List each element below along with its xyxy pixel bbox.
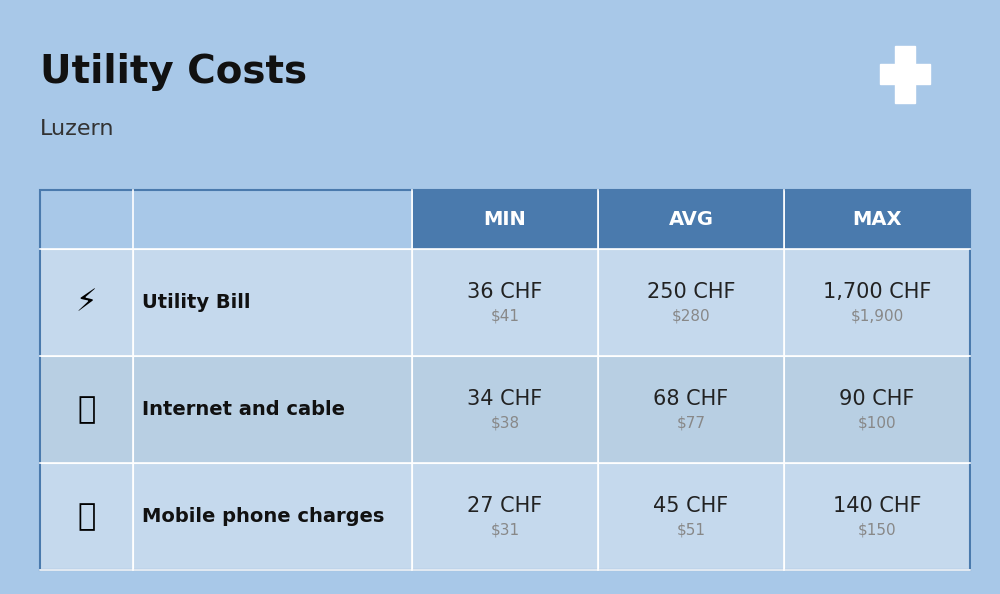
Text: Internet and cable: Internet and cable <box>142 400 345 419</box>
Text: $1,900: $1,900 <box>850 308 904 324</box>
Text: $31: $31 <box>490 522 520 538</box>
Text: 27 CHF: 27 CHF <box>467 496 543 516</box>
Text: ⚡: ⚡ <box>76 289 97 317</box>
Text: 34 CHF: 34 CHF <box>467 389 543 409</box>
Text: 90 CHF: 90 CHF <box>839 389 915 409</box>
Text: $51: $51 <box>676 522 705 538</box>
Text: 📶: 📶 <box>77 396 96 424</box>
Text: Utility Bill: Utility Bill <box>142 293 251 312</box>
Text: Mobile phone charges: Mobile phone charges <box>142 507 385 526</box>
Text: MIN: MIN <box>484 210 526 229</box>
Text: AVG: AVG <box>668 210 713 229</box>
Text: Utility Costs: Utility Costs <box>40 53 307 91</box>
Text: 45 CHF: 45 CHF <box>653 496 729 516</box>
Text: 📱: 📱 <box>77 503 96 531</box>
Text: $280: $280 <box>672 308 710 324</box>
Text: 68 CHF: 68 CHF <box>653 389 729 409</box>
Text: 250 CHF: 250 CHF <box>647 282 735 302</box>
Text: 36 CHF: 36 CHF <box>467 282 543 302</box>
Text: $100: $100 <box>858 415 896 431</box>
Text: $41: $41 <box>490 308 519 324</box>
Text: MAX: MAX <box>852 210 902 229</box>
Bar <box>895 46 915 103</box>
Text: $77: $77 <box>676 415 705 431</box>
Text: $150: $150 <box>858 522 896 538</box>
Text: Luzern: Luzern <box>40 119 114 139</box>
Text: 1,700 CHF: 1,700 CHF <box>823 282 931 302</box>
Text: 140 CHF: 140 CHF <box>833 496 921 516</box>
Bar <box>880 64 930 84</box>
Text: $38: $38 <box>490 415 520 431</box>
